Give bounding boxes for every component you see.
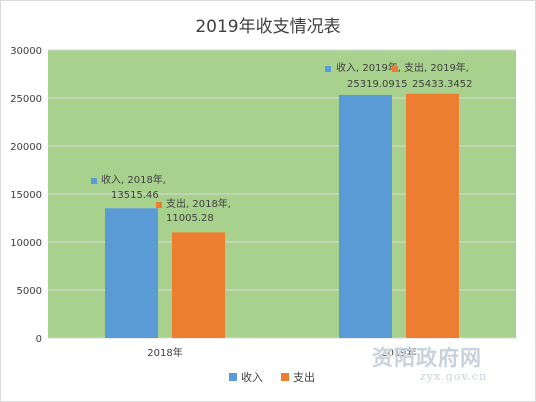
y-tick-label: 15000 bbox=[10, 190, 42, 201]
bars bbox=[105, 93, 459, 338]
legend-key-收入 bbox=[229, 373, 237, 381]
watermark-text: 资阳政府网 bbox=[372, 345, 482, 370]
data-label-value: 11005.28 bbox=[166, 213, 214, 224]
x-axis: 2018年 2019年 bbox=[147, 346, 416, 359]
data-label-line1: 支出, 2019年, bbox=[404, 61, 469, 74]
data-label-value: 13515.46 bbox=[111, 190, 159, 201]
bar-支出-2018年 bbox=[172, 232, 225, 338]
legend-key-支出 bbox=[281, 373, 289, 381]
data-label-line1: 支出, 2018年, bbox=[166, 197, 231, 210]
data-label-line1: 收入, 2019年, bbox=[336, 61, 401, 74]
legend-label-支出: 支出 bbox=[293, 370, 315, 384]
y-tick-label: 25000 bbox=[10, 94, 42, 105]
y-tick-label: 10000 bbox=[10, 238, 42, 249]
data-label-key bbox=[91, 178, 97, 184]
y-tick-label: 0 bbox=[36, 334, 42, 345]
legend: 收入 支出 bbox=[229, 370, 315, 384]
data-label-key bbox=[325, 66, 331, 72]
y-axis: 0 5000 10000 15000 20000 25000 30000 bbox=[10, 46, 42, 345]
chart-title: 2019年收支情况表 bbox=[195, 17, 340, 37]
data-labels: 收入, 2018年, 13515.46 支出, 2018年, 11005.28 收入, … bbox=[91, 61, 472, 224]
y-tick-label: 5000 bbox=[17, 286, 42, 297]
x-tick-label: 2018年 bbox=[147, 346, 182, 359]
x-tick-label: 2019年 bbox=[381, 346, 416, 359]
bar-支出-2019年 bbox=[406, 93, 459, 338]
legend-label-收入: 收入 bbox=[241, 370, 263, 384]
bar-收入-2018年 bbox=[105, 208, 158, 338]
y-tick-label: 30000 bbox=[10, 46, 42, 57]
watermark-url: zyx.gov.cn bbox=[420, 370, 488, 383]
data-label-value: 25319.0915 bbox=[347, 79, 407, 90]
data-label-line1: 收入, 2018年, bbox=[101, 173, 166, 186]
y-tick-label: 20000 bbox=[10, 142, 42, 153]
data-label-key bbox=[156, 202, 162, 208]
bar-收入-2019年 bbox=[339, 94, 392, 338]
data-label-value: 25433.3452 bbox=[412, 79, 472, 90]
data-label-key bbox=[392, 66, 398, 72]
